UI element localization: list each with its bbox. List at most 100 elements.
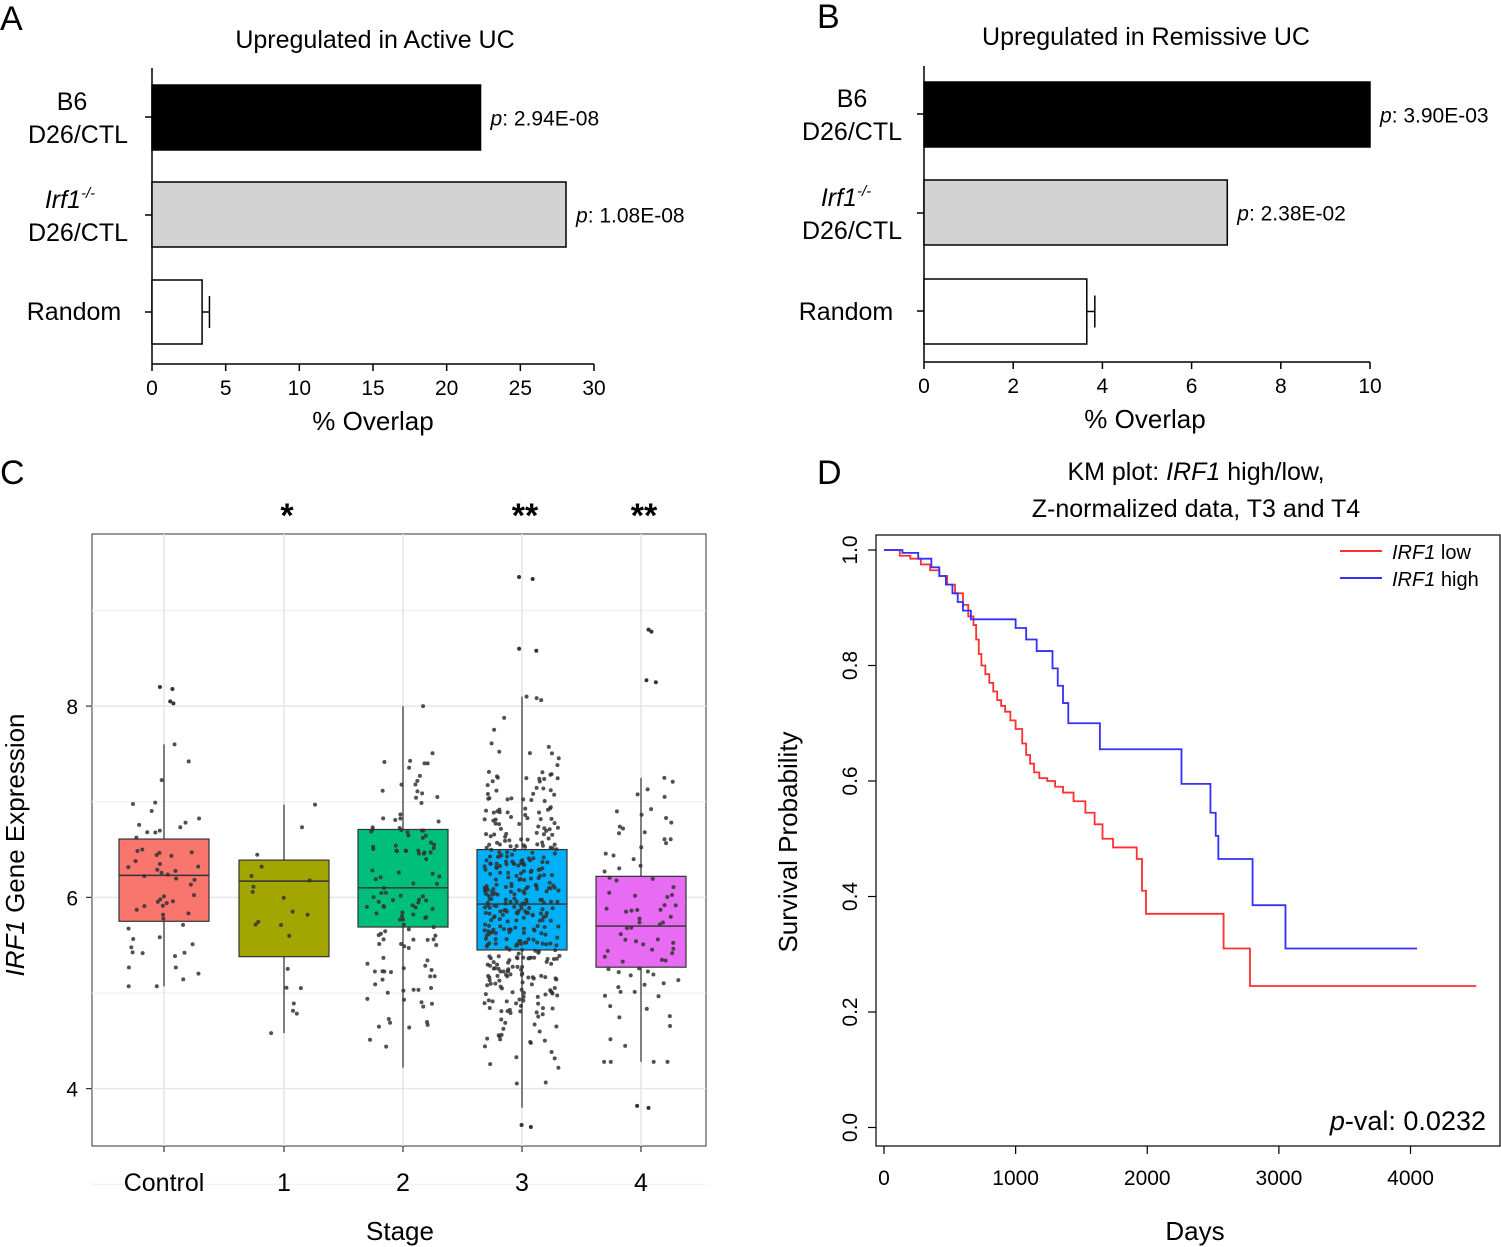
data-point <box>483 867 488 872</box>
data-point <box>135 849 140 854</box>
data-point <box>618 932 623 937</box>
data-point <box>547 827 552 832</box>
data-point <box>489 918 494 923</box>
data-point <box>517 997 522 1002</box>
data-point <box>542 799 547 804</box>
data-point <box>637 916 642 921</box>
data-point <box>497 822 502 827</box>
data-point <box>605 948 610 953</box>
data-point <box>503 901 508 906</box>
data-point <box>313 802 318 807</box>
y-tick-label: 0.8 <box>839 651 862 680</box>
data-point <box>535 994 540 999</box>
data-point <box>154 853 159 858</box>
data-point <box>602 869 607 874</box>
data-point <box>376 1024 381 1029</box>
data-point <box>391 898 396 903</box>
outlier-point <box>528 1124 533 1129</box>
data-point <box>487 896 492 901</box>
data-point <box>662 794 667 799</box>
data-point <box>381 886 386 891</box>
data-point <box>182 950 187 955</box>
data-point <box>383 929 388 934</box>
data-point <box>485 962 490 967</box>
data-point <box>485 783 490 788</box>
data-point <box>506 960 511 965</box>
data-point <box>394 848 399 853</box>
data-point <box>419 800 424 805</box>
data-point <box>484 886 489 891</box>
data-point <box>664 841 669 846</box>
x-tick-label: 0 <box>878 1167 890 1190</box>
data-point <box>129 945 134 950</box>
data-point <box>157 861 162 866</box>
data-point <box>531 856 536 861</box>
data-point <box>520 947 525 952</box>
data-point <box>556 1065 561 1070</box>
data-point <box>500 912 505 917</box>
data-point <box>659 957 664 962</box>
data-point <box>188 882 193 887</box>
data-point <box>549 961 554 966</box>
x-tick-label: 0 <box>918 375 930 398</box>
data-point <box>503 885 508 890</box>
outlier-point <box>644 678 649 683</box>
data-point <box>169 853 174 858</box>
data-point <box>547 880 552 885</box>
data-point <box>553 976 558 981</box>
data-point <box>555 935 560 940</box>
data-point <box>192 877 197 882</box>
data-point <box>508 1010 513 1015</box>
data-point <box>382 759 387 764</box>
data-point <box>535 924 540 929</box>
data-point <box>512 892 517 897</box>
data-point <box>160 903 165 908</box>
data-point <box>407 1025 412 1030</box>
data-point <box>401 966 406 971</box>
data-point <box>550 846 555 851</box>
panel-a-cat-irf1-line2: D26/CTL <box>28 219 128 247</box>
data-point <box>494 882 499 887</box>
data-point <box>429 1001 434 1006</box>
data-point <box>486 973 491 978</box>
data-point <box>523 909 528 914</box>
data-point <box>416 848 421 853</box>
data-point <box>531 976 536 981</box>
data-point <box>617 866 622 871</box>
x-tick-label: 25 <box>509 377 532 400</box>
data-point <box>624 926 629 931</box>
data-point <box>402 997 407 1002</box>
data-point <box>557 953 562 958</box>
data-point <box>504 831 509 836</box>
data-point <box>542 873 547 878</box>
data-point <box>417 897 422 902</box>
panel-d-curves <box>884 549 1477 987</box>
data-point <box>537 1029 542 1034</box>
data-point <box>501 969 506 974</box>
data-point <box>486 769 491 774</box>
data-point <box>165 872 170 877</box>
data-point <box>130 950 135 955</box>
outlier-point <box>530 577 535 582</box>
data-point <box>365 996 370 1001</box>
data-point <box>126 865 131 870</box>
panel-b-x-ticks: 0 2 4 6 8 10 <box>918 362 1382 398</box>
data-point <box>173 965 178 970</box>
x-tick-label: 20 <box>435 377 458 400</box>
data-point <box>413 782 418 787</box>
x-tick-label: 4 <box>1097 375 1109 398</box>
data-point <box>603 993 608 998</box>
data-point <box>365 961 370 966</box>
panel-c-x-ticks: Control 1 2 3 4 <box>124 1146 648 1197</box>
data-point <box>437 874 442 879</box>
data-point <box>516 951 521 956</box>
data-point <box>540 907 545 912</box>
data-point <box>514 1001 519 1006</box>
data-point <box>495 892 500 897</box>
data-point <box>498 984 503 989</box>
data-point <box>543 992 548 997</box>
data-point <box>397 825 402 830</box>
data-point <box>537 776 542 781</box>
data-point <box>133 859 138 864</box>
data-point <box>676 978 681 983</box>
